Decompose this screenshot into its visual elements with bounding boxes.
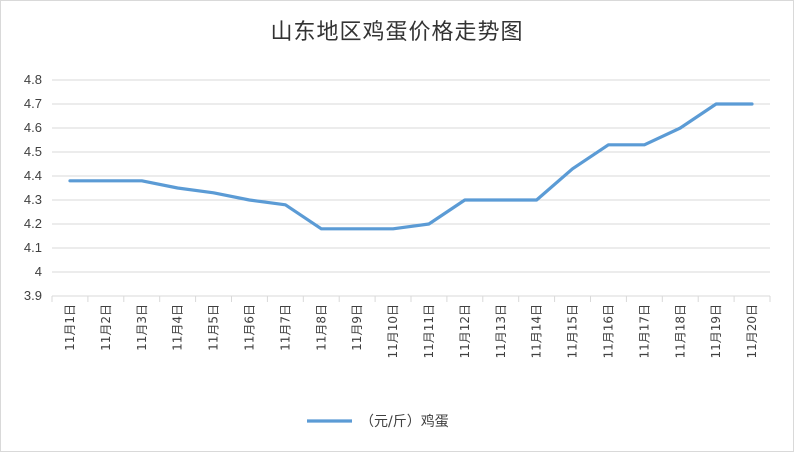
x-tick-labels: 11月1日 11月2日 11月3日 11月4日 11月5日 11月6日 11月7日 11月8日… [63,304,759,359]
y-tick-labels: 3.9 4 4.1 4.2 4.3 4.4 4.5 4.6 4.7 4.8 [24,72,42,303]
x-tick-label: 11月6日 [242,304,256,351]
chart-title: 山东地区鸡蛋价格走势图 [270,20,524,45]
x-tick-label: 11月3日 [135,304,149,351]
x-tick-label: 11月5日 [207,304,221,351]
y-tick-label: 4.3 [24,192,42,207]
y-tick-label: 4.1 [24,240,42,255]
x-tick-label: 11月15日 [566,304,580,359]
x-tick-label: 11月19日 [709,304,723,359]
series-lines [68,102,754,231]
legend: （元/斤）鸡蛋 [307,413,449,430]
x-tick-label: 11月14日 [530,304,544,359]
x-tick-label: 11月1日 [63,304,77,351]
y-tick-label: 4.5 [24,144,42,159]
y-tick-label: 4.8 [24,72,42,87]
y-tick-label: 4 [35,264,42,279]
x-tick-label: 11月4日 [171,304,185,351]
x-tick-label: 11月7日 [278,304,292,351]
y-tick-label: 4.2 [24,216,42,231]
gridlines [51,79,771,302]
x-tick-label: 11月10日 [386,304,400,359]
legend-label: （元/斤）鸡蛋 [360,413,449,430]
x-tick-label: 11月17日 [637,304,651,359]
x-tick-label: 11月9日 [350,304,364,351]
x-tick-label: 11月20日 [745,304,759,359]
x-tick-label: 11月13日 [494,304,508,359]
x-tick-label: 11月8日 [314,304,328,351]
y-tick-label: 4.7 [24,96,42,111]
x-tick-label: 11月2日 [99,304,113,351]
x-tick-label: 11月16日 [601,304,615,359]
y-tick-label: 4.4 [24,168,42,183]
x-tick-label: 11月12日 [458,304,472,359]
y-tick-label: 4.6 [24,120,42,135]
series-line [68,102,754,231]
y-tick-label: 3.9 [24,288,42,303]
x-tick-label: 11月11日 [422,304,436,359]
x-tick-label: 11月18日 [673,304,687,359]
